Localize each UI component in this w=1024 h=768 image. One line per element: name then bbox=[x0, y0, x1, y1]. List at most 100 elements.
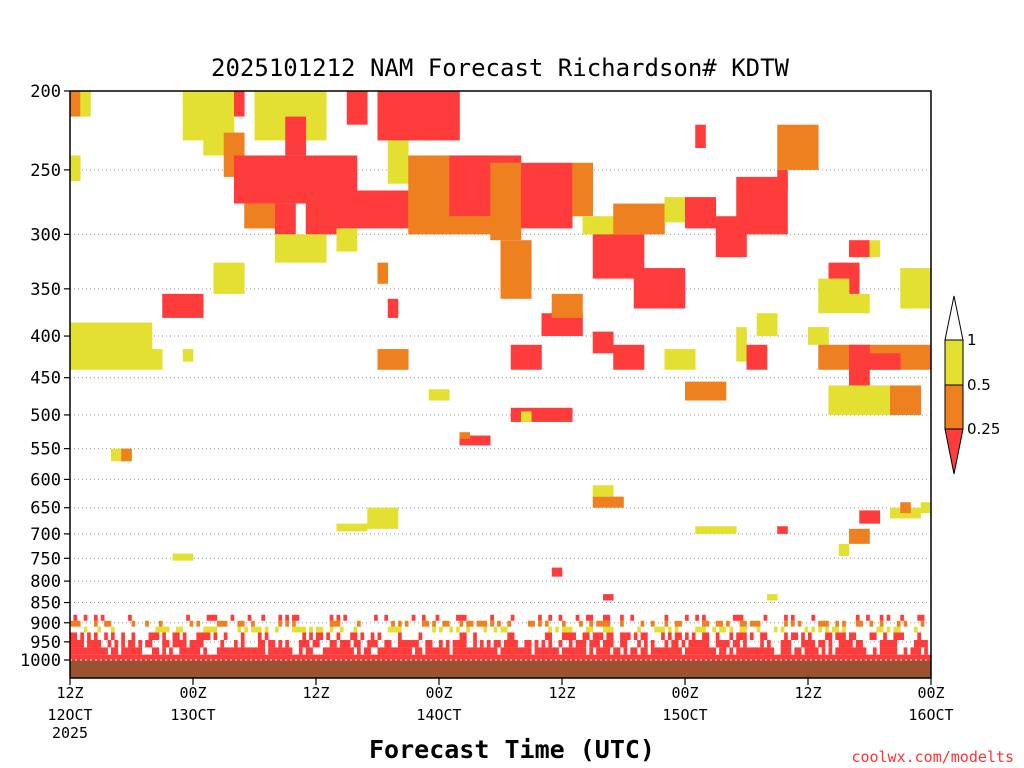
boundary-layer-cell bbox=[312, 654, 317, 660]
boundary-layer-cell bbox=[705, 620, 710, 627]
boundary-layer-cell bbox=[329, 626, 334, 633]
y-tick-label: 500 bbox=[30, 406, 61, 426]
heatmap-cell bbox=[746, 344, 758, 370]
boundary-layer-cell bbox=[746, 654, 751, 660]
boundary-layer-cell bbox=[527, 647, 532, 655]
boundary-layer-cell bbox=[292, 626, 296, 633]
heatmap-cell bbox=[459, 432, 471, 439]
heatmap-cell bbox=[920, 344, 932, 370]
boundary-layer-cell bbox=[343, 640, 348, 648]
heatmap-cell bbox=[695, 197, 706, 229]
y-tick-label: 450 bbox=[30, 369, 61, 389]
heatmap-cell bbox=[244, 203, 255, 229]
boundary-layer-cell bbox=[838, 647, 843, 655]
boundary-layer-cell bbox=[196, 654, 201, 660]
boundary-layer-cell bbox=[387, 626, 392, 633]
boundary-layer-cell bbox=[93, 614, 98, 621]
heatmap-cell bbox=[572, 293, 583, 318]
boundary-layer-cell bbox=[490, 654, 494, 660]
boundary-layer-cell bbox=[87, 640, 91, 648]
boundary-layer-cell bbox=[903, 647, 908, 655]
boundary-layer-cell bbox=[257, 632, 262, 641]
heatmap-cell bbox=[500, 162, 512, 241]
boundary-layer-cell bbox=[808, 632, 812, 641]
boundary-layer-cell bbox=[893, 654, 898, 660]
boundary-layer-cell bbox=[886, 626, 891, 633]
boundary-layer-cell bbox=[729, 626, 734, 633]
boundary-layer-cell bbox=[524, 654, 529, 660]
heatmap-cell bbox=[674, 349, 686, 370]
boundary-layer-cell bbox=[620, 614, 624, 621]
boundary-layer-cell bbox=[251, 626, 255, 633]
heatmap-cell bbox=[541, 162, 553, 229]
boundary-layer-cell bbox=[801, 632, 805, 641]
boundary-layer-cell bbox=[237, 654, 242, 660]
boundary-layer-cell bbox=[855, 620, 860, 627]
boundary-layer-cell bbox=[623, 632, 628, 641]
boundary-layer-cell bbox=[162, 654, 166, 660]
boundary-layer-cell bbox=[415, 654, 419, 660]
y-tick-label: 900 bbox=[30, 614, 61, 634]
boundary-layer-cell bbox=[572, 632, 576, 641]
heatmap-cell bbox=[428, 389, 440, 401]
boundary-layer-cell bbox=[483, 620, 488, 627]
boundary-layer-cell bbox=[462, 647, 467, 655]
boundary-layer-cell bbox=[811, 640, 816, 648]
boundary-layer-cell bbox=[186, 647, 190, 655]
boundary-layer-cell bbox=[606, 614, 611, 621]
boundary-layer-cell bbox=[585, 632, 590, 641]
boundary-layer-cell bbox=[801, 640, 805, 648]
boundary-layer-cell bbox=[100, 647, 105, 655]
boundary-layer-cell bbox=[842, 647, 846, 655]
boundary-layer-cell bbox=[900, 614, 904, 621]
boundary-layer-cell bbox=[852, 647, 857, 655]
boundary-layer-cell bbox=[370, 654, 375, 660]
boundary-layer-cell bbox=[275, 647, 279, 655]
heatmap-cell bbox=[275, 203, 286, 235]
boundary-layer-cell bbox=[541, 654, 546, 660]
boundary-layer-cell bbox=[801, 654, 805, 660]
boundary-layer-cell bbox=[879, 654, 884, 660]
boundary-layer-cell bbox=[749, 654, 754, 660]
x-tick-label-time: 00Z bbox=[179, 684, 206, 702]
boundary-layer-cell bbox=[920, 654, 925, 660]
boundary-layer-cell bbox=[196, 647, 201, 655]
boundary-layer-cell bbox=[316, 632, 320, 641]
boundary-layer-cell bbox=[223, 647, 228, 655]
boundary-layer-cell bbox=[480, 640, 484, 648]
heatmap-cell bbox=[387, 190, 399, 229]
boundary-layer-cell bbox=[828, 632, 833, 641]
boundary-layer-cell bbox=[240, 640, 245, 648]
heatmap-cell bbox=[439, 389, 450, 401]
boundary-layer-cell bbox=[589, 654, 594, 660]
boundary-layer-cell bbox=[322, 647, 327, 655]
boundary-layer-cell bbox=[230, 654, 235, 660]
heatmap-cell bbox=[346, 155, 358, 204]
boundary-layer-cell bbox=[223, 620, 228, 627]
boundary-layer-cell bbox=[322, 654, 327, 660]
boundary-layer-cell bbox=[736, 640, 740, 648]
boundary-layer-cell bbox=[544, 632, 549, 641]
boundary-layer-cell bbox=[401, 647, 406, 655]
boundary-layer-cell bbox=[203, 647, 207, 655]
boundary-layer-cell bbox=[456, 640, 460, 648]
boundary-layer-cell bbox=[257, 626, 262, 633]
color-scale-bar: 1 0.5 0.25 bbox=[944, 295, 1000, 475]
boundary-layer-cell bbox=[442, 620, 447, 627]
boundary-layer-cell bbox=[589, 614, 594, 621]
boundary-layer-cell bbox=[384, 647, 389, 655]
boundary-layer-cell bbox=[346, 640, 351, 648]
boundary-layer-cell bbox=[152, 632, 156, 641]
boundary-layer-cell bbox=[804, 640, 809, 648]
boundary-layer-cell bbox=[896, 620, 901, 627]
boundary-layer-cell bbox=[206, 654, 211, 660]
boundary-layer-cell bbox=[281, 647, 286, 655]
boundary-layer-cell bbox=[73, 632, 78, 641]
boundary-layer-cell bbox=[117, 654, 122, 660]
boundary-layer-cell bbox=[637, 640, 641, 648]
boundary-layer-cell bbox=[162, 632, 166, 641]
boundary-layer-cell bbox=[698, 640, 703, 648]
boundary-layer-cell bbox=[551, 647, 556, 655]
boundary-layer-cell bbox=[842, 620, 846, 627]
boundary-layer-cell bbox=[671, 654, 676, 660]
